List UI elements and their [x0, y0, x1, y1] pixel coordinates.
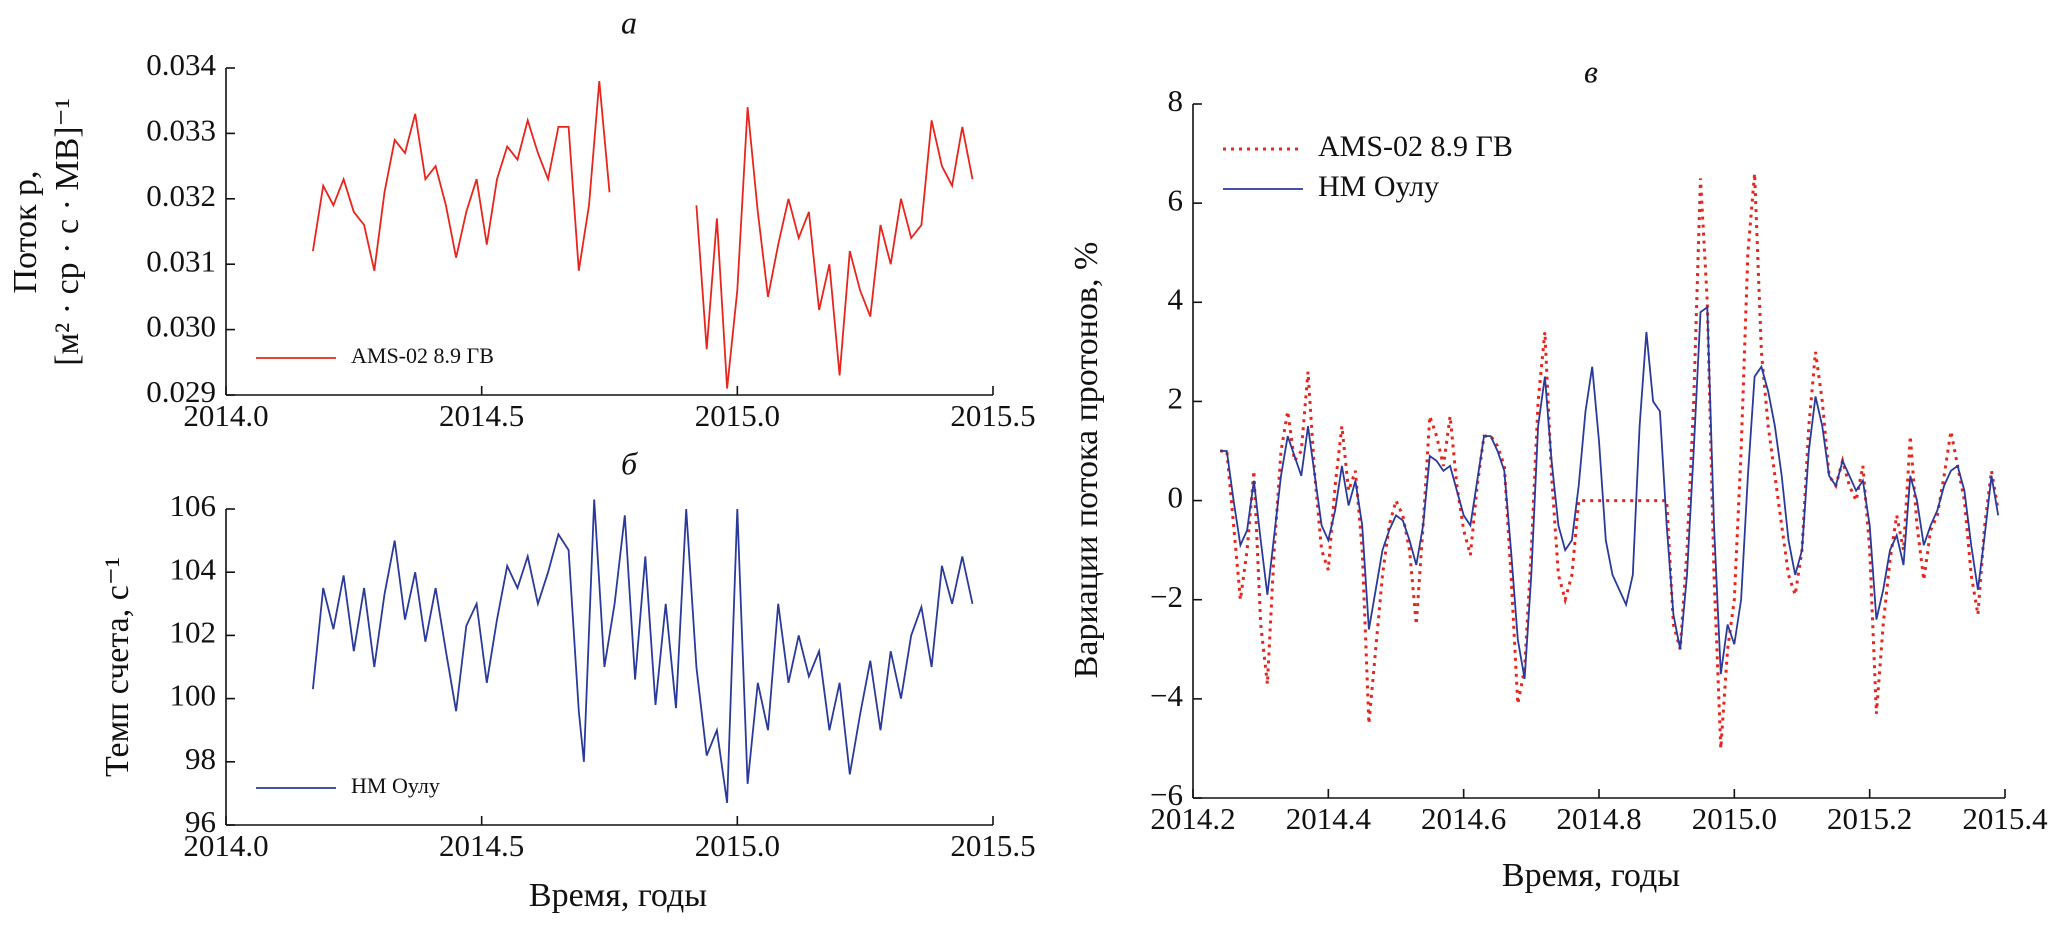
x-tick-label: 2014.2 — [1150, 801, 1235, 836]
y-tick-label: 0.034 — [146, 47, 216, 82]
data-line — [1220, 173, 2000, 749]
y-tick-label: 0.030 — [146, 309, 216, 344]
y-tick-label: 104 — [170, 551, 217, 586]
legend-label: НМ Оулу — [351, 773, 440, 798]
x-tick-label: 2014.5 — [439, 828, 524, 863]
y-tick-label: 2 — [1168, 381, 1184, 416]
y-axis-label: Вариации потока протонов, % — [1068, 242, 1105, 679]
y-tick-label: −6 — [1150, 777, 1183, 812]
legend-label: НМ Оулу — [1318, 170, 1439, 203]
y-tick-label: 0.033 — [146, 113, 216, 148]
y-tick-label: −2 — [1150, 579, 1183, 614]
y-tick-label: 6 — [1168, 182, 1184, 217]
legend-label: AMS-02 8.9 ГВ — [1318, 130, 1513, 163]
y-tick-label: 96 — [185, 804, 216, 839]
y-tick-label: 0.031 — [146, 243, 216, 278]
x-tick-label: 2014.5 — [439, 398, 524, 433]
x-tick-label: 2015.0 — [695, 398, 780, 433]
data-line — [312, 499, 974, 804]
x-tick-label: 2014.0 — [183, 398, 268, 433]
data-line — [1220, 305, 2000, 680]
x-axis-label: Время, годы — [1502, 857, 1680, 894]
y-tick-label: 98 — [185, 741, 216, 776]
y-axis-label: Темп счета, с⁻¹ — [99, 557, 136, 777]
y-tick-label: 0.032 — [146, 178, 216, 213]
x-axis-label: Время, годы — [529, 877, 707, 914]
chart-title: б — [621, 445, 638, 481]
y-axis-label: [м² · ср · с · МВ]⁻¹ — [49, 98, 86, 366]
x-tick-label: 2015.0 — [1692, 801, 1777, 836]
y-tick-label: 106 — [170, 488, 217, 523]
y-tick-label: −4 — [1150, 678, 1183, 713]
x-tick-label: 2015.5 — [950, 398, 1035, 433]
x-tick-label: 2014.0 — [183, 828, 268, 863]
y-tick-label: 0.029 — [146, 374, 216, 409]
x-tick-label: 2014.6 — [1421, 801, 1506, 836]
y-tick-label: 4 — [1168, 281, 1184, 316]
y-tick-label: 100 — [170, 678, 217, 713]
x-tick-label: 2014.4 — [1286, 801, 1372, 836]
chart-title: а — [621, 4, 637, 40]
y-tick-label: 0 — [1168, 480, 1184, 515]
data-line — [312, 81, 974, 389]
x-tick-label: 2015.0 — [695, 828, 780, 863]
x-tick-label: 2014.8 — [1556, 801, 1641, 836]
y-tick-label: 8 — [1168, 83, 1184, 118]
x-tick-label: 2015.5 — [950, 828, 1035, 863]
y-axis-label: Поток p, — [7, 170, 44, 293]
y-tick-label: 102 — [170, 615, 217, 650]
x-tick-label: 2015.2 — [1827, 801, 1912, 836]
chart-title: в — [1584, 53, 1598, 89]
x-tick-label: 2015.4 — [1962, 801, 2048, 836]
legend-label: AMS-02 8.9 ГВ — [351, 343, 494, 368]
